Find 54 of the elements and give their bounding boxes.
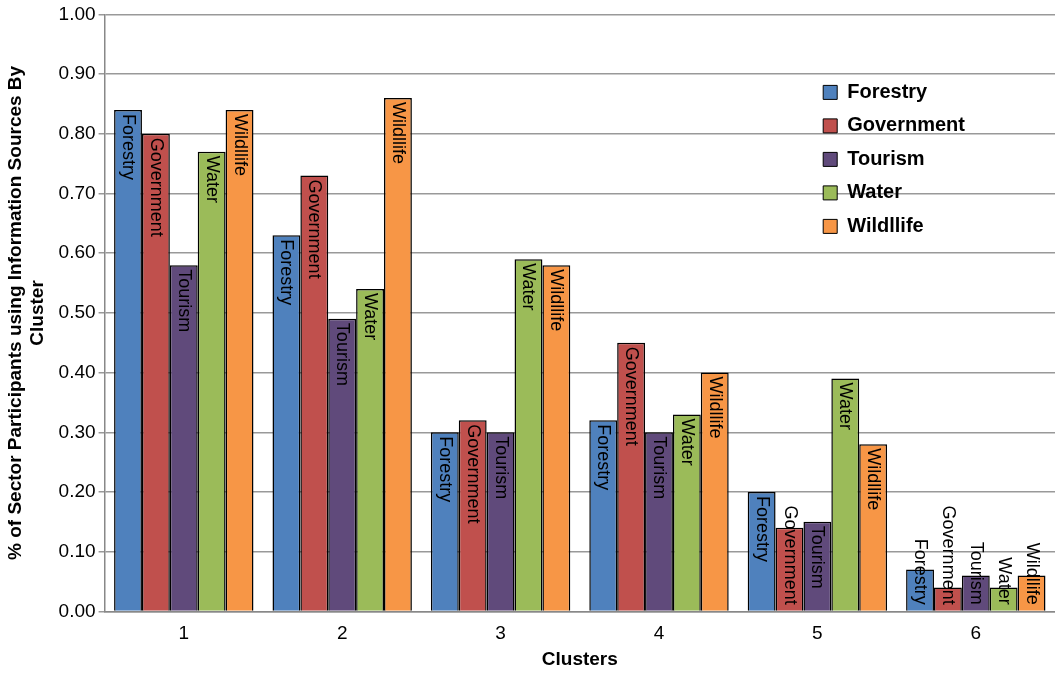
data-label: Tourism <box>174 269 195 333</box>
x-tick-label: 3 <box>495 622 506 644</box>
data-label: Wildllife <box>705 376 726 439</box>
legend-label: Government <box>847 113 966 136</box>
data-label: Forestry <box>119 113 140 180</box>
x-tick-label: 2 <box>336 622 348 644</box>
data-label: Water <box>836 382 857 430</box>
x-tick-label: 6 <box>970 622 982 644</box>
data-label: Forestry <box>594 424 615 491</box>
y-tick-label: 0.40 <box>58 360 96 382</box>
data-label: Wildllife <box>1022 542 1043 605</box>
data-label: Water <box>202 155 223 204</box>
data-label: Water <box>519 263 540 311</box>
y-tick-label: 0.80 <box>58 122 96 144</box>
data-label: Water <box>361 293 382 341</box>
data-label: Wildllife <box>864 448 885 511</box>
y-tick-label: 0.00 <box>58 599 96 621</box>
data-label: Government <box>463 424 484 524</box>
data-label: Tourism <box>333 322 354 386</box>
data-label: Tourism <box>650 436 671 500</box>
x-tick-label: 5 <box>812 622 823 644</box>
data-label: Government <box>938 505 959 605</box>
x-tick-label: 4 <box>653 622 665 644</box>
legend-label: Wildllife <box>847 213 924 236</box>
y-tick-label: 1.00 <box>58 2 96 24</box>
data-label: Wildllife <box>547 269 568 332</box>
data-label: Tourism <box>491 436 512 500</box>
y-tick-label: 0.60 <box>58 241 96 263</box>
data-label: Wildllife <box>388 101 409 164</box>
y-axis-title: % of Sector Participants using Information Sources By Cluster <box>3 65 48 560</box>
data-label: Government <box>305 179 326 279</box>
data-label: Government <box>146 137 167 237</box>
data-label: Government <box>622 346 643 446</box>
y-tick-label: 0.30 <box>58 420 96 442</box>
y-tick-label: 0.10 <box>58 539 96 561</box>
y-tick-label: 0.70 <box>58 181 96 203</box>
y-tick-label: 0.20 <box>58 480 96 502</box>
legend-label: Forestry <box>847 79 929 102</box>
data-label: Wildllife <box>230 113 251 176</box>
data-label: Government <box>780 505 801 605</box>
x-tick-label: 1 <box>178 622 190 644</box>
y-tick-label: 0.50 <box>58 301 96 323</box>
data-label: Water <box>677 418 698 466</box>
data-label: Forestry <box>277 239 298 306</box>
data-label: Forestry <box>911 538 932 605</box>
legend-label: Water <box>847 180 903 203</box>
data-label: Forestry <box>435 436 456 503</box>
data-label: Water <box>994 557 1015 605</box>
x-axis-title: Clusters <box>541 647 618 669</box>
data-label: Tourism <box>808 525 829 589</box>
data-label: Tourism <box>966 541 987 605</box>
data-label: Forestry <box>752 496 773 563</box>
legend-label: Tourism <box>847 146 925 169</box>
y-tick-label: 0.90 <box>58 62 96 84</box>
